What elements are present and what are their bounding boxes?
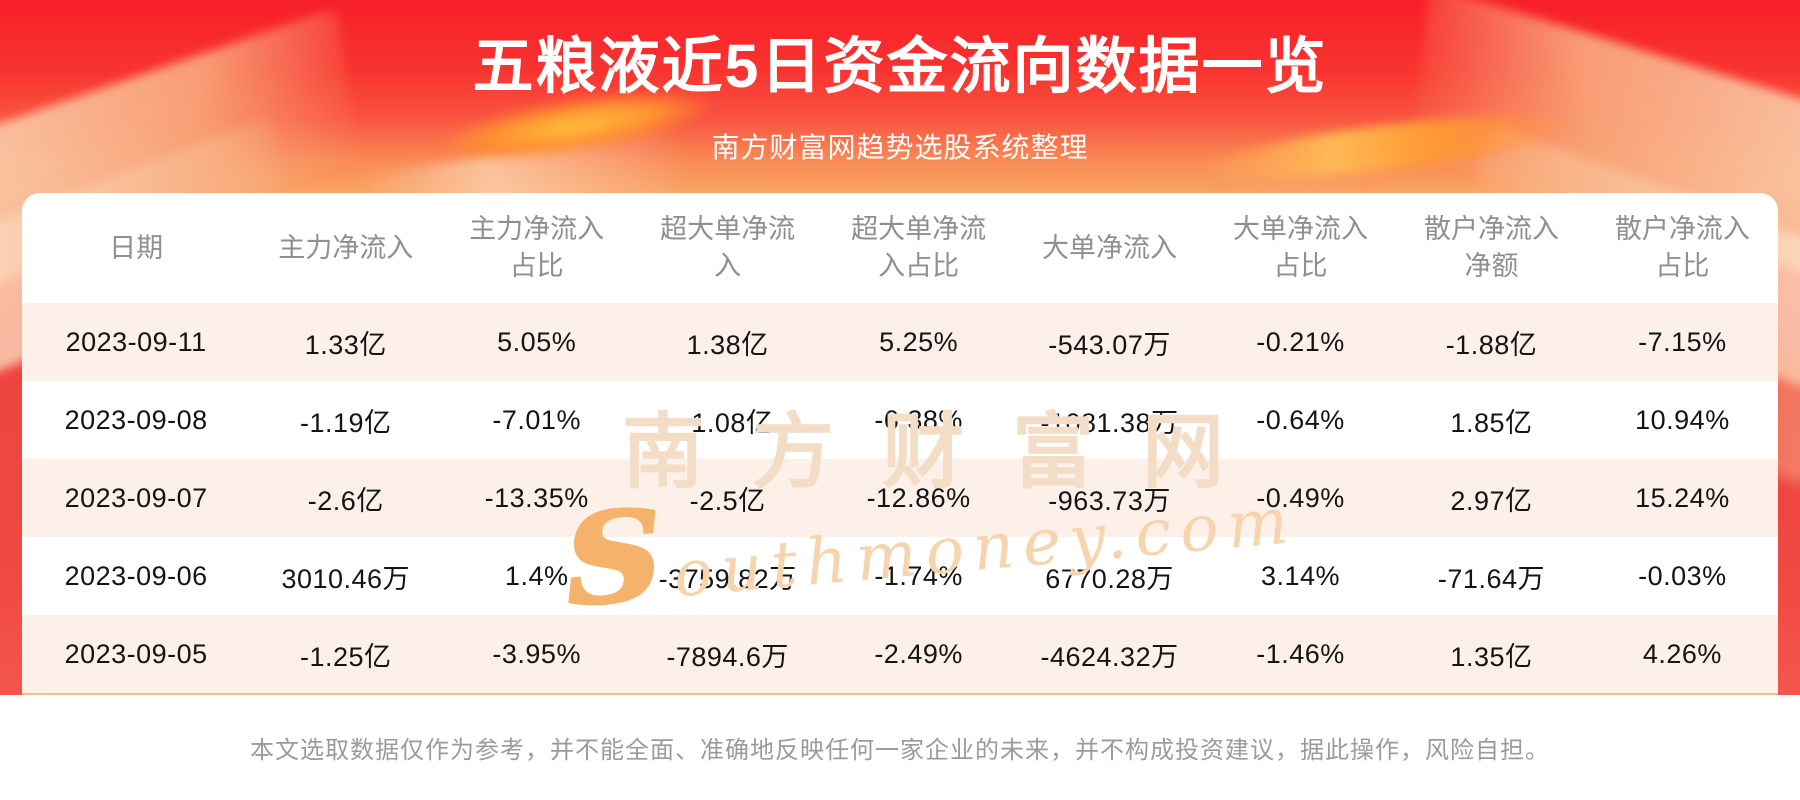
header-line: 散户净流入 — [1614, 214, 1750, 244]
header-cell-xl-order-net-inflow-pct: 超大单净流 入占比 — [823, 211, 1014, 285]
value-cell: -2.6亿 — [307, 485, 384, 516]
header-line: 净额 — [1464, 251, 1519, 281]
value-cell: -1.19亿 — [299, 407, 392, 438]
value-cell: -1.25亿 — [299, 641, 392, 672]
header-line: 日期 — [109, 232, 164, 263]
header-cell-large-order-net-inflow-pct: 大单净流入 占比 — [1205, 211, 1396, 285]
value-cell: -4624.32万 — [1040, 641, 1179, 672]
date-cell: 2023-09-11 — [65, 326, 207, 357]
value-cell: 3010.46万 — [281, 563, 411, 594]
value-cell: 1.85亿 — [1450, 407, 1533, 438]
value-cell: 10.94% — [1635, 404, 1730, 435]
table-row: 2023-09-11 1.33亿 5.05% 1.38亿 5.25% -543.… — [22, 303, 1778, 381]
disclaimer-text: 本文选取数据仅作为参考，并不能全面、准确地反映任何一家企业的未来，并不构成投资建… — [250, 737, 1550, 764]
header-cell-retail-net-inflow: 散户净流入 净额 — [1396, 211, 1587, 285]
table-row: 2023-09-05 -1.25亿 -3.95% -7894.6万 -2.49%… — [22, 615, 1778, 693]
value-cell: 5.05% — [497, 326, 577, 357]
header-line: 入占比 — [878, 251, 960, 281]
table-header-row: 日期 主力净流入 主力净流入 占比 超大单净流 入 超大单净流 入占比 大单净流… — [22, 193, 1778, 303]
header-cell-main-net-inflow: 主力净流入 — [250, 230, 441, 267]
value-cell: 1.38亿 — [686, 329, 769, 360]
value-cell: -1.74% — [874, 560, 963, 591]
header-line: 超大单净流 — [851, 214, 987, 244]
header-line: 超大单净流 — [660, 214, 796, 244]
value-cell: 1.35亿 — [1450, 641, 1533, 672]
date-cell: 2023-09-07 — [64, 482, 208, 513]
value-cell: 5.25% — [879, 326, 959, 357]
value-cell: -1.88亿 — [1445, 329, 1538, 360]
value-cell: -963.73万 — [1048, 485, 1171, 516]
value-cell: -1081.38万 — [1040, 407, 1179, 438]
value-cell: -3759.82万 — [658, 563, 797, 594]
value-cell: -71.64万 — [1437, 563, 1545, 594]
value-cell: 3.14% — [1260, 560, 1341, 591]
value-cell: 4.26% — [1642, 638, 1722, 669]
value-cell: -0.21% — [1256, 326, 1345, 357]
header-line: 大单净流入 — [1042, 232, 1178, 263]
header-cell-large-order-net-inflow: 大单净流入 — [1014, 230, 1205, 267]
value-cell: -1.08亿 — [681, 407, 774, 438]
header-line: 占比 — [1655, 251, 1710, 281]
value-cell: -0.49% — [1256, 482, 1345, 513]
value-cell: -1.46% — [1256, 638, 1345, 669]
header-line: 主力净流入 — [278, 232, 414, 263]
header-line: 占比 — [1273, 251, 1328, 281]
page-title: 五粮液近5日资金流向数据一览 — [472, 32, 1328, 100]
value-cell: -0.64% — [1256, 404, 1345, 435]
value-cell: -12.86% — [866, 482, 971, 513]
header-cell-retail-net-inflow-pct: 散户净流入 占比 — [1587, 211, 1778, 285]
date-cell: 2023-09-05 — [64, 638, 208, 669]
value-cell: -7.01% — [492, 404, 581, 435]
header-line: 占比 — [509, 251, 564, 281]
value-cell: -7.15% — [1638, 326, 1727, 357]
value-cell: -7894.6万 — [666, 641, 789, 672]
value-cell: 1.4% — [504, 560, 569, 591]
value-cell: -6.38% — [874, 404, 963, 435]
header-cell-xl-order-net-inflow: 超大单净流 入 — [632, 211, 823, 285]
value-cell: 2.97亿 — [1450, 485, 1533, 516]
header-line: 大单净流入 — [1233, 214, 1368, 244]
table-row: 2023-09-06 3010.46万 1.4% -3759.82万 -1.74… — [22, 537, 1778, 615]
value-cell: 6770.28万 — [1045, 563, 1174, 594]
value-cell: -2.49% — [874, 638, 963, 669]
value-cell: -2.5亿 — [689, 485, 766, 516]
table-row: 2023-09-07 -2.6亿 -13.35% -2.5亿 -12.86% -… — [22, 459, 1778, 537]
disclaimer-footer: 本文选取数据仅作为参考，并不能全面、准确地反映任何一家企业的未来，并不构成投资建… — [0, 695, 1800, 800]
table-row: 2023-09-08 -1.19亿 -7.01% -1.08亿 -6.38% -… — [22, 381, 1778, 459]
fund-flow-table-card: 日期 主力净流入 主力净流入 占比 超大单净流 入 超大单净流 入占比 大单净流… — [22, 193, 1778, 697]
value-cell: -3.95% — [492, 638, 581, 669]
page-subtitle: 南方财富网趋势选股系统整理 — [711, 132, 1089, 163]
date-cell: 2023-09-08 — [64, 404, 208, 435]
header-cell-main-net-inflow-pct: 主力净流入 占比 — [441, 211, 632, 285]
value-cell: -543.07万 — [1048, 329, 1171, 360]
header-line: 散户净流入 — [1423, 214, 1559, 244]
header-line: 主力净流入 — [469, 214, 605, 244]
value-cell: -13.35% — [484, 482, 589, 513]
value-cell: 1.33亿 — [304, 329, 387, 360]
value-cell: -0.03% — [1638, 560, 1727, 591]
date-cell: 2023-09-06 — [64, 560, 208, 591]
value-cell: 15.24% — [1635, 482, 1730, 513]
header-line: 入 — [714, 251, 742, 281]
header-cell-date: 日期 — [22, 230, 250, 267]
